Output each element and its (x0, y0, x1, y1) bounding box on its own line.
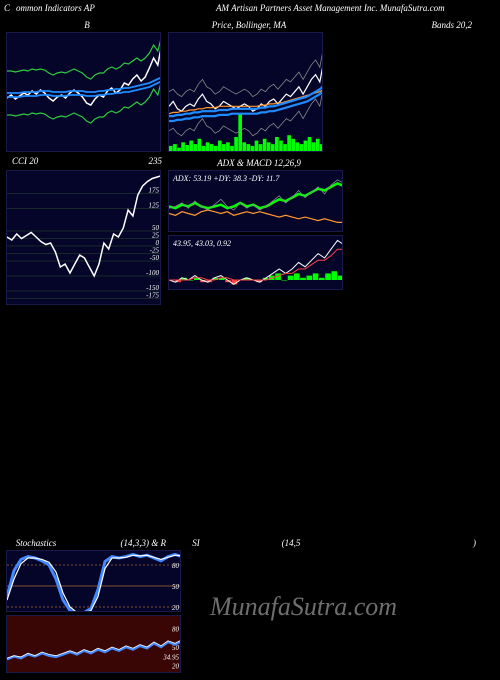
chart-rsi: 805034.9520 (6, 615, 181, 673)
panel-price-title: Price, Bollinger, MA (168, 18, 330, 32)
panel-cci-title: CCI 20 235 (6, 156, 168, 170)
svg-text:43.95, 43.03, 0.92: 43.95, 43.03, 0.92 (173, 239, 231, 248)
row-2: CCI 20 235 17512550250-25-50-100-150-175… (0, 152, 500, 305)
stoch-l3: SI (166, 538, 226, 548)
svg-text:20: 20 (172, 663, 180, 671)
chart-price (168, 32, 323, 152)
svg-text:-50: -50 (150, 254, 160, 262)
panel-b-title: B (6, 18, 168, 32)
svg-text:80: 80 (172, 625, 180, 633)
hdr-mid1: ommon Indicators AP (16, 3, 216, 18)
stoch-l1: Stochastics (6, 538, 66, 548)
row-3: Stochastics (14,3,3) & R SI (14,5 ) 20 50… (6, 536, 494, 673)
svg-text:ADX: 53.19 +DY: 38.3 -DY: 11.7: ADX: 53.19 +DY: 38.3 -DY: 11.7 (172, 174, 280, 183)
stoch-l5: ) (356, 538, 476, 548)
row-1: B Price, Bollinger, MA Bands 20,2 (0, 18, 500, 152)
panel-b: B (6, 18, 168, 152)
chart-price-svg (169, 33, 323, 152)
svg-text:-100: -100 (146, 269, 159, 277)
panel-adx-title: ADX & MACD 12,26,9 (168, 156, 350, 170)
svg-text:20: 20 (172, 604, 180, 612)
chart-rsi-svg: 805034.9520 (7, 616, 181, 673)
hdr-left: C (4, 3, 16, 18)
panel-stoch-title: Stochastics (14,3,3) & R SI (14,5 ) (6, 536, 494, 550)
svg-text:-175: -175 (146, 292, 159, 300)
chart-stoch-svg: 20 50 80 (7, 551, 181, 612)
chart-b (6, 32, 161, 152)
svg-text:125: 125 (149, 202, 160, 210)
stoch-l2: (14,3,3) & R (66, 538, 166, 548)
panel-adx-macd: ADX & MACD 12,26,9 ADX: 53.19 +DY: 38.3 … (168, 156, 350, 305)
panel-cci: CCI 20 235 17512550250-25-50-100-150-175 (6, 156, 168, 305)
panel-price: Price, Bollinger, MA (168, 18, 330, 152)
chart-cci: 17512550250-25-50-100-150-175 (6, 170, 161, 305)
svg-text:50: 50 (172, 583, 180, 591)
cci-title-left: CCI 20 (12, 156, 38, 170)
chart-bands (330, 32, 485, 152)
svg-text:175: 175 (149, 187, 160, 195)
chart-cci-svg: 17512550250-25-50-100-150-175 (7, 171, 161, 305)
page-header: C ommon Indicators AP AM Artisan Partner… (0, 0, 500, 18)
chart-adx: ADX: 53.19 +DY: 38.3 -DY: 11.7 (168, 170, 343, 232)
panel-bands: Bands 20,2 (330, 18, 492, 152)
svg-text:80: 80 (172, 562, 180, 570)
panel-bands-title: Bands 20,2 (330, 18, 492, 32)
hdr-mid2: AM Artisan Partners Asset Management Inc… (216, 3, 445, 18)
chart-macd: 43.95, 43.03, 0.92 (168, 235, 343, 290)
chart-macd-svg: 43.95, 43.03, 0.92 (169, 236, 343, 290)
stoch-l4: (14,5 (226, 538, 356, 548)
chart-adx-svg: ADX: 53.19 +DY: 38.3 -DY: 11.7 (169, 171, 343, 232)
svg-text:34.95: 34.95 (162, 653, 179, 661)
chart-b-svg (7, 33, 161, 152)
chart-stoch: 20 50 80 (6, 550, 181, 612)
cci-title-right: 235 (149, 156, 163, 170)
